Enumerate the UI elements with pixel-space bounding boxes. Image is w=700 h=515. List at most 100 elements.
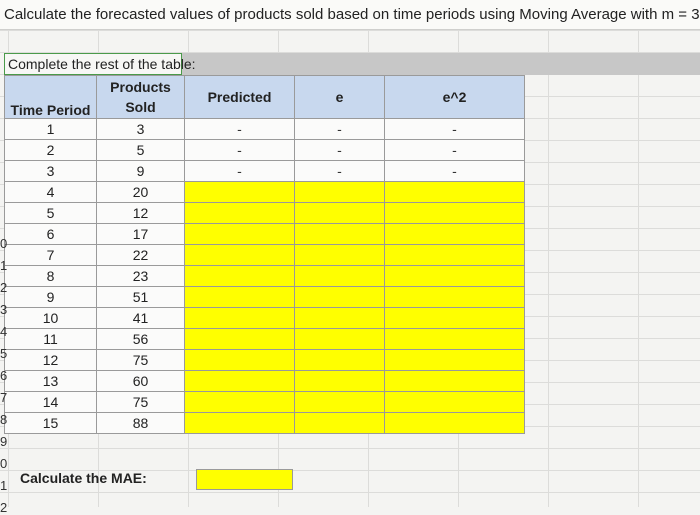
predicted-cell[interactable] bbox=[184, 223, 295, 245]
products-sold-cell[interactable]: 23 bbox=[96, 265, 185, 287]
time-period-cell[interactable]: 15 bbox=[4, 412, 97, 434]
error-cell[interactable] bbox=[294, 412, 385, 434]
header-e[interactable]: e bbox=[294, 75, 385, 119]
time-period-cell[interactable]: 3 bbox=[4, 160, 97, 182]
predicted-cell[interactable]: - bbox=[184, 139, 295, 161]
predicted-cell[interactable] bbox=[184, 307, 295, 329]
products-sold-cell[interactable]: 75 bbox=[96, 391, 185, 413]
error-cell[interactable] bbox=[294, 202, 385, 224]
row-number: 6 bbox=[0, 368, 8, 383]
time-period-cell[interactable]: 12 bbox=[4, 349, 97, 371]
error-cell[interactable] bbox=[294, 286, 385, 308]
row-number: 5 bbox=[0, 346, 8, 361]
header-e-label: e bbox=[335, 89, 344, 105]
time-period-cell[interactable]: 7 bbox=[4, 244, 97, 266]
error-cell[interactable] bbox=[294, 181, 385, 203]
products-sold-cell[interactable]: 3 bbox=[96, 118, 185, 140]
question-title: Calculate the forecasted values of produ… bbox=[0, 0, 700, 30]
row-number: 1 bbox=[0, 258, 8, 273]
predicted-cell[interactable] bbox=[184, 286, 295, 308]
header-predicted[interactable]: Predicted bbox=[184, 75, 295, 119]
predicted-cell[interactable]: - bbox=[184, 118, 295, 140]
header-e-squared-label: e^2 bbox=[442, 89, 467, 105]
time-period-cell[interactable]: 10 bbox=[4, 307, 97, 329]
row-number: 0 bbox=[0, 456, 8, 471]
predicted-cell[interactable] bbox=[184, 328, 295, 350]
error-cell[interactable] bbox=[294, 370, 385, 392]
error-cell[interactable]: - bbox=[294, 118, 385, 140]
error-squared-cell[interactable] bbox=[384, 349, 525, 371]
error-squared-cell[interactable] bbox=[384, 412, 525, 434]
time-period-cell[interactable]: 2 bbox=[4, 139, 97, 161]
predicted-cell[interactable] bbox=[184, 202, 295, 224]
error-squared-cell[interactable] bbox=[384, 265, 525, 287]
error-squared-cell[interactable] bbox=[384, 307, 525, 329]
time-period-cell[interactable]: 14 bbox=[4, 391, 97, 413]
predicted-cell[interactable] bbox=[184, 244, 295, 266]
products-sold-cell[interactable]: 9 bbox=[96, 160, 185, 182]
time-period-cell[interactable]: 4 bbox=[4, 181, 97, 203]
predicted-cell[interactable] bbox=[184, 412, 295, 434]
error-squared-cell[interactable] bbox=[384, 391, 525, 413]
error-cell[interactable]: - bbox=[294, 139, 385, 161]
header-e-squared[interactable]: e^2 bbox=[384, 75, 525, 119]
time-period-cell[interactable]: 5 bbox=[4, 202, 97, 224]
row-number: 1 bbox=[0, 478, 8, 493]
row-number: 9 bbox=[0, 434, 8, 449]
error-squared-cell[interactable] bbox=[384, 181, 525, 203]
instruction-label[interactable]: Complete the rest of the table: bbox=[4, 53, 196, 75]
error-cell[interactable] bbox=[294, 223, 385, 245]
error-squared-cell[interactable] bbox=[384, 202, 525, 224]
time-period-cell[interactable]: 13 bbox=[4, 370, 97, 392]
table-row: 14 75 bbox=[4, 391, 525, 413]
error-cell[interactable] bbox=[294, 328, 385, 350]
products-sold-cell[interactable]: 56 bbox=[96, 328, 185, 350]
error-cell[interactable] bbox=[294, 244, 385, 266]
header-products-sold[interactable]: Products Sold bbox=[96, 75, 185, 119]
time-period-cell[interactable]: 8 bbox=[4, 265, 97, 287]
products-sold-cell[interactable]: 41 bbox=[96, 307, 185, 329]
error-squared-cell[interactable] bbox=[384, 244, 525, 266]
predicted-cell[interactable]: - bbox=[184, 160, 295, 182]
products-sold-cell[interactable]: 5 bbox=[96, 139, 185, 161]
error-cell[interactable] bbox=[294, 349, 385, 371]
error-cell[interactable] bbox=[294, 307, 385, 329]
time-period-cell[interactable]: 9 bbox=[4, 286, 97, 308]
row-number: 7 bbox=[0, 390, 8, 405]
predicted-cell[interactable] bbox=[184, 265, 295, 287]
products-sold-cell[interactable]: 22 bbox=[96, 244, 185, 266]
products-sold-cell[interactable]: 88 bbox=[96, 412, 185, 434]
mae-input-cell[interactable] bbox=[196, 469, 293, 490]
error-squared-cell[interactable]: - bbox=[384, 118, 525, 140]
error-squared-cell[interactable] bbox=[384, 286, 525, 308]
predicted-cell[interactable] bbox=[184, 370, 295, 392]
row-number: 3 bbox=[0, 302, 8, 317]
time-period-cell[interactable]: 1 bbox=[4, 118, 97, 140]
products-sold-cell[interactable]: 12 bbox=[96, 202, 185, 224]
time-period-cell[interactable]: 6 bbox=[4, 223, 97, 245]
products-sold-cell[interactable]: 75 bbox=[96, 349, 185, 371]
error-cell[interactable] bbox=[294, 265, 385, 287]
table-row: 12 75 bbox=[4, 349, 525, 371]
header-time-period[interactable]: Time Period bbox=[4, 75, 97, 119]
time-period-cell[interactable]: 11 bbox=[4, 328, 97, 350]
mae-label: Calculate the MAE: bbox=[20, 470, 147, 486]
predicted-cell[interactable] bbox=[184, 181, 295, 203]
products-sold-cell[interactable]: 60 bbox=[96, 370, 185, 392]
error-squared-cell[interactable] bbox=[384, 370, 525, 392]
products-sold-cell[interactable]: 17 bbox=[96, 223, 185, 245]
error-cell[interactable]: - bbox=[294, 160, 385, 182]
products-sold-cell[interactable]: 20 bbox=[96, 181, 185, 203]
error-squared-cell[interactable]: - bbox=[384, 139, 525, 161]
predicted-cell[interactable] bbox=[184, 391, 295, 413]
error-squared-cell[interactable] bbox=[384, 328, 525, 350]
predicted-cell[interactable] bbox=[184, 349, 295, 371]
header-predicted-label: Predicted bbox=[207, 89, 272, 105]
error-cell[interactable] bbox=[294, 391, 385, 413]
products-sold-cell[interactable]: 51 bbox=[96, 286, 185, 308]
error-squared-cell[interactable] bbox=[384, 223, 525, 245]
header-products-line2: Sold bbox=[125, 99, 156, 115]
error-squared-cell[interactable]: - bbox=[384, 160, 525, 182]
